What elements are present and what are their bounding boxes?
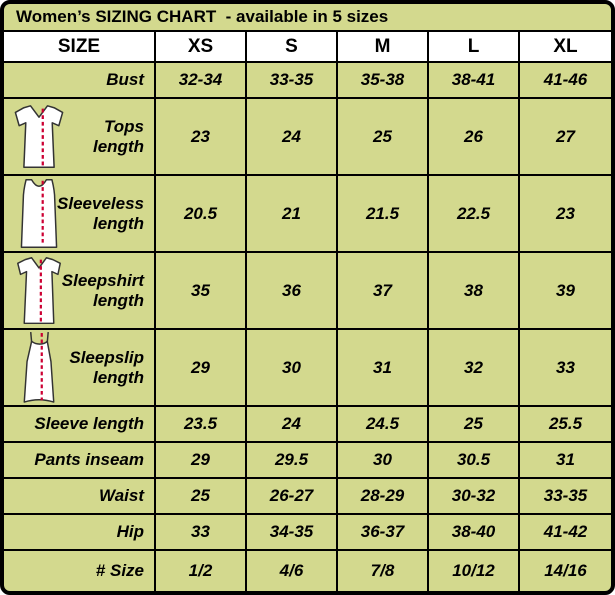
value-cell-l: 30.5 <box>429 443 520 477</box>
size-header-row: SIZE XS S M L XL <box>4 32 611 63</box>
value-cell-m: 25 <box>338 99 429 174</box>
value-cell-l: 10/12 <box>429 551 520 591</box>
value-cell-l: 26 <box>429 99 520 174</box>
value-cell-xs: 35 <box>156 253 247 328</box>
value-cell-xs: 1/2 <box>156 551 247 591</box>
garment-icon-box <box>7 253 71 328</box>
value-cell-s: 34-35 <box>247 515 338 549</box>
table-row: Hip 33 34-35 36-37 38-40 41-42 <box>4 515 611 551</box>
value-cell-m: 37 <box>338 253 429 328</box>
value-cell-xl: 39 <box>556 280 575 300</box>
chart-title-bar: Women’s SIZING CHART - available in 5 si… <box>4 4 611 32</box>
row-label-cell: Sleepslip length <box>4 330 156 405</box>
value-cell-xl: 27 <box>556 126 575 146</box>
row-label: Bust <box>106 70 144 90</box>
row-label: Pants inseam <box>34 450 144 470</box>
row-label-cell: Pants inseam <box>4 443 156 477</box>
value-cell-s: 24 <box>247 99 338 174</box>
table-row: Sleepslip length 29 30 31 32 33 <box>4 330 611 407</box>
garment-icon-box <box>7 330 71 405</box>
value-cell-m: 35-38 <box>338 63 429 97</box>
value-cell-l: 38 <box>429 253 520 328</box>
row-label: # Size <box>95 561 144 581</box>
row-label-cell: Bust <box>4 63 156 97</box>
value-cell-xl: 25.5 <box>548 414 583 433</box>
value-cell-xl: 33 <box>556 357 575 377</box>
value-cell-m: 36-37 <box>338 515 429 549</box>
value-cell-xs: 23.5 <box>156 407 247 441</box>
row-label: Waist <box>98 486 144 506</box>
value-cell-s: 26-27 <box>247 479 338 513</box>
value-cell-xl: 41-46 <box>543 70 588 89</box>
value-cell-xs: 32-34 <box>156 63 247 97</box>
table-row: Sleeveless length 20.5 21 21.5 22.5 23 <box>4 176 611 253</box>
row-label: Sleepshirt length <box>61 271 144 310</box>
row-label-cell: Waist <box>4 479 156 513</box>
row-label-cell: # Size <box>4 551 156 591</box>
table-row: Sleeve length 23.5 24 24.5 25 25.5 <box>4 407 611 443</box>
header-size-label: SIZE <box>4 32 156 61</box>
value-cell-l: 30-32 <box>429 479 520 513</box>
value-cell-xl: 33-35 <box>543 486 588 505</box>
value-cell-xs: 29 <box>156 443 247 477</box>
row-label: Sleepslip length <box>69 348 144 387</box>
garment-icon-box <box>7 99 71 174</box>
row-label-cell: Tops length <box>4 99 156 174</box>
header-col-s: S <box>247 32 338 61</box>
value-cell-m: 30 <box>338 443 429 477</box>
tank-top-icon <box>20 178 58 248</box>
value-cell-xl: 14/16 <box>544 561 587 580</box>
value-cell-s: 36 <box>247 253 338 328</box>
chart-title: Women’s SIZING CHART - available in 5 si… <box>16 7 389 26</box>
header-col-m: M <box>338 32 429 61</box>
value-cell-xs: 25 <box>156 479 247 513</box>
row-label-cell: Sleeveless length <box>4 176 156 251</box>
row-label: Hip <box>116 522 144 542</box>
value-cell-m: 31 <box>338 330 429 405</box>
value-cell-s: 4/6 <box>247 551 338 591</box>
table-row: Sleepshirt length 35 36 37 38 39 <box>4 253 611 330</box>
header-col-xl: XL <box>553 35 578 57</box>
value-cell-xl: 41-42 <box>543 522 588 541</box>
value-cell-xs: 33 <box>156 515 247 549</box>
value-cell-l: 38-40 <box>429 515 520 549</box>
value-cell-m: 7/8 <box>338 551 429 591</box>
row-label-cell: Sleeve length <box>4 407 156 441</box>
table-row: Bust 32-34 33-35 35-38 38-41 41-46 <box>4 63 611 99</box>
table-row: Waist 25 26-27 28-29 30-32 33-35 <box>4 479 611 515</box>
header-col-l: L <box>429 32 520 61</box>
value-cell-s: 30 <box>247 330 338 405</box>
header-col-xs: XS <box>156 32 247 61</box>
sleepshirt-icon <box>17 256 61 324</box>
row-label-cell: Hip <box>4 515 156 549</box>
row-label: Sleeveless length <box>57 194 144 233</box>
value-cell-xs: 23 <box>156 99 247 174</box>
garment-icon-box <box>7 176 71 251</box>
value-cell-s: 24 <box>247 407 338 441</box>
table-row: # Size 1/2 4/6 7/8 10/12 14/16 <box>4 551 611 591</box>
row-label-cell: Sleepshirt length <box>4 253 156 328</box>
table-row: Pants inseam 29 29.5 30 30.5 31 <box>4 443 611 479</box>
value-cell-xl: 23 <box>556 203 575 223</box>
value-cell-m: 24.5 <box>338 407 429 441</box>
value-cell-l: 22.5 <box>429 176 520 251</box>
table-row: Tops length 23 24 25 26 27 <box>4 99 611 176</box>
row-label: Sleeve length <box>34 414 144 434</box>
sleepslip-icon <box>23 331 55 403</box>
value-cell-l: 25 <box>429 407 520 441</box>
value-cell-xl: 31 <box>556 450 575 469</box>
value-cell-xs: 29 <box>156 330 247 405</box>
value-cell-s: 21 <box>247 176 338 251</box>
measurement-rows: Bust 32-34 33-35 35-38 38-41 41-46 Tops … <box>4 63 611 591</box>
value-cell-xs: 20.5 <box>156 176 247 251</box>
value-cell-s: 33-35 <box>247 63 338 97</box>
row-label: Tops length <box>93 117 144 156</box>
value-cell-m: 28-29 <box>338 479 429 513</box>
tshirt-icon <box>14 104 64 168</box>
value-cell-l: 38-41 <box>429 63 520 97</box>
value-cell-m: 21.5 <box>338 176 429 251</box>
value-cell-s: 29.5 <box>247 443 338 477</box>
value-cell-l: 32 <box>429 330 520 405</box>
